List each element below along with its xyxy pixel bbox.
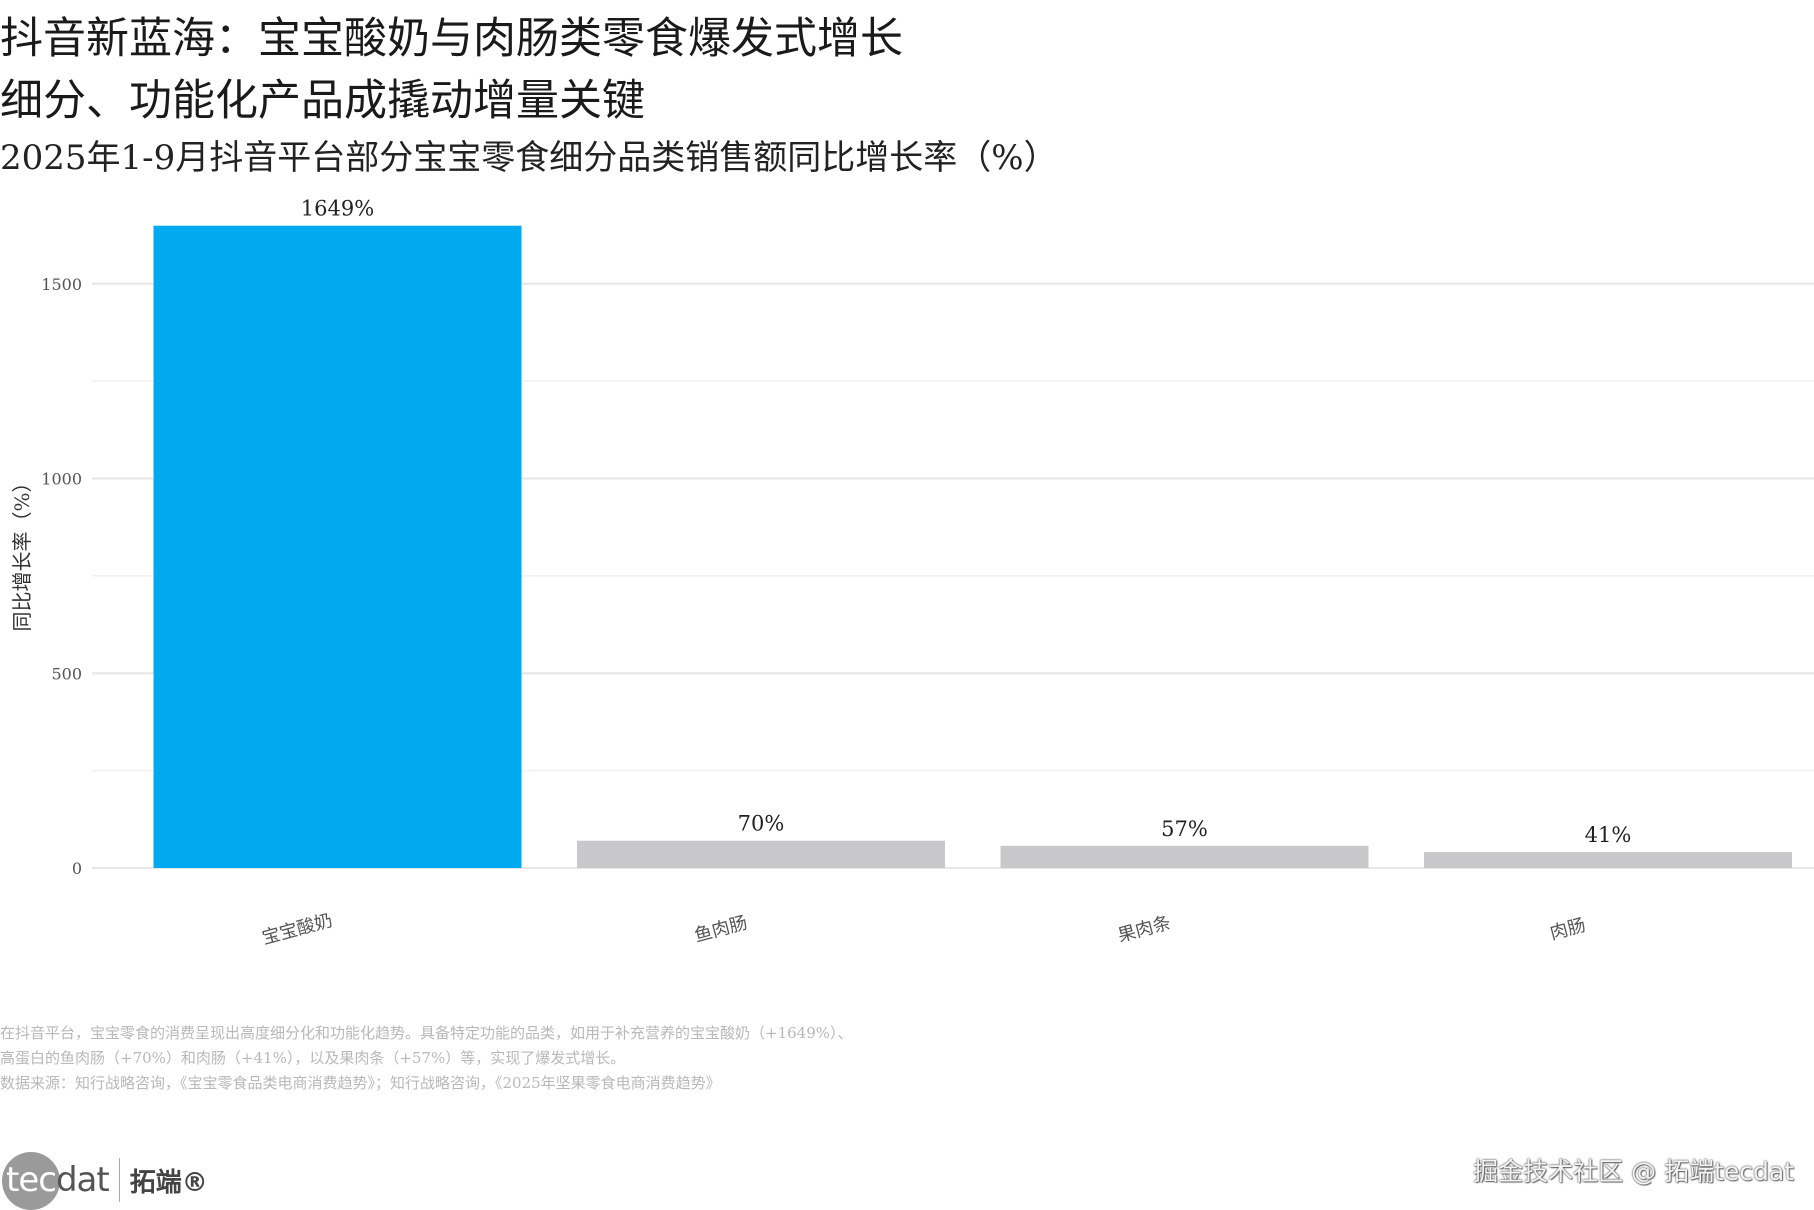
chart-title-line2: 细分、功能化产品成撬动增量关键 <box>0 76 645 126</box>
y-tick-label: 0 <box>72 859 82 878</box>
footnote-line2: 高蛋白的鱼肉肠（+70%）和肉肠（+41%），以及果肉条（+57%）等，实现了爆… <box>0 1049 626 1067</box>
data-label: 1649% <box>301 197 374 221</box>
x-tick-label: 鱼肉肠 <box>692 912 750 946</box>
logo-tec: tec <box>6 1160 57 1200</box>
bar-4 <box>1424 852 1792 868</box>
y-axis-label: 同比增长率（%） <box>10 472 34 631</box>
bars-layer <box>153 225 1792 869</box>
logo-divider <box>118 1158 120 1202</box>
data-label: 41% <box>1585 823 1632 847</box>
x-axis-ticks: 宝宝酸奶 鱼肉肠 果肉条 肉肠 <box>260 910 1588 949</box>
x-tick-label: 宝宝酸奶 <box>260 910 335 949</box>
logo-chinese-name: 拓端® <box>129 1167 208 1198</box>
data-label: 57% <box>1161 817 1208 841</box>
x-tick-label: 果肉条 <box>1116 912 1174 946</box>
data-labels-layer: 1649% 70% 57% 41% <box>301 197 1632 847</box>
x-tick-label: 肉肠 <box>1548 915 1588 945</box>
source-note: 数据来源：知行战略咨询，《宝宝零食品类电商消费趋势》；知行战略咨询，《2025年… <box>0 1074 721 1092</box>
bar-2 <box>577 840 945 868</box>
data-label: 70% <box>738 812 785 836</box>
bar-chart: 0 500 1000 1500 1649% 70% 57% 41% 宝宝酸奶 鱼肉肠 果肉条 肉肠… <box>10 197 1814 949</box>
y-tick-label: 500 <box>51 664 82 683</box>
logo-dat: dat <box>55 1160 110 1200</box>
logo-circle-icon <box>2 1152 60 1210</box>
logo-wordmark: tecdat <box>2 1160 110 1200</box>
bar-1 <box>153 225 522 869</box>
chart-subtitle: 2025年1-9月抖音平台部分宝宝零食细分品类销售额同比增长率（%） <box>0 138 1058 178</box>
y-tick-label: 1500 <box>41 275 82 294</box>
y-tick-label: 1000 <box>41 470 82 489</box>
bar-3 <box>1000 845 1369 868</box>
watermark: 掘金技术社区 @ 拓端tecdat <box>1473 1157 1794 1186</box>
tecdat-logo: tecdat 拓端® <box>2 1150 208 1210</box>
y-axis-ticks: 0 500 1000 1500 <box>41 275 82 878</box>
footnote-line1: 在抖音平台，宝宝零食的消费呈现出高度细分化和功能化趋势。具备特定功能的品类，如用… <box>0 1024 853 1042</box>
chart-title-line1: 抖音新蓝海：宝宝酸奶与肉肠类零食爆发式增长 <box>0 14 903 64</box>
